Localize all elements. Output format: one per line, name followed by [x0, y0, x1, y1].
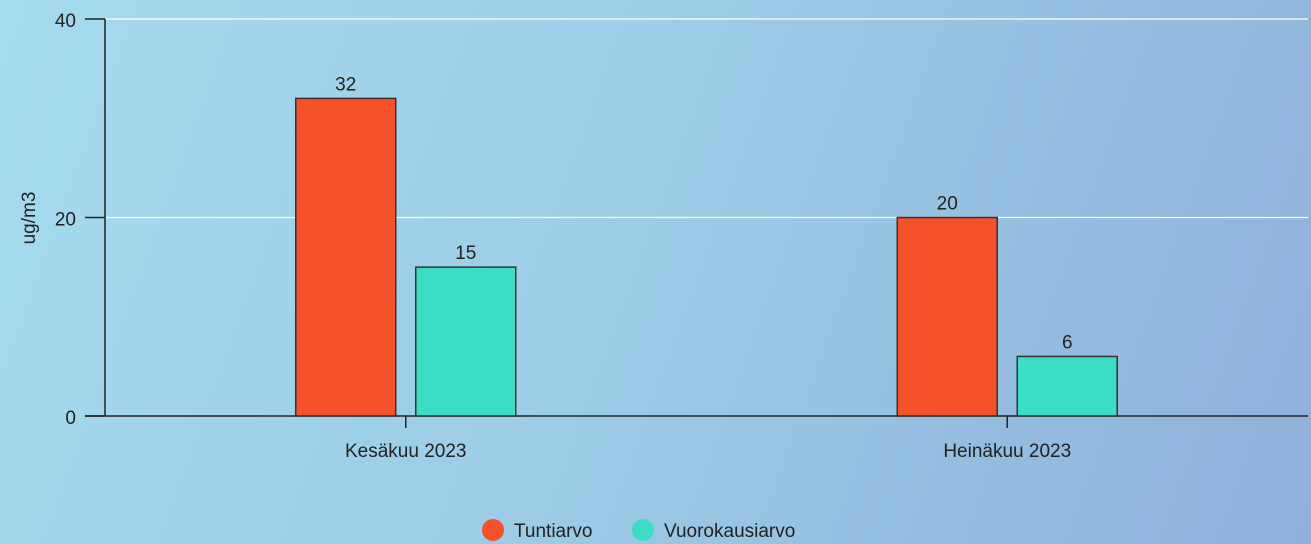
x-tick-label: Kesäkuu 2023	[345, 441, 467, 462]
legend-label: Tuntiarvo	[514, 521, 593, 542]
data-label: 15	[455, 243, 476, 264]
x-tick-label: Heinäkuu 2023	[943, 441, 1071, 462]
legend-label: Vuorokausiarvo	[664, 521, 795, 542]
legend-marker	[482, 519, 504, 541]
y-tick-label: 20	[55, 210, 76, 231]
data-label: 20	[937, 194, 958, 215]
bar	[415, 266, 517, 417]
y-tick-label: 0	[65, 408, 76, 429]
bar	[295, 97, 397, 417]
data-label: 32	[335, 74, 356, 95]
y-axis-label: ug/m3	[19, 192, 40, 245]
bar	[1016, 355, 1118, 417]
data-label: 6	[1062, 332, 1073, 353]
y-tick-label: 40	[55, 11, 76, 32]
bar	[896, 216, 998, 417]
legend-marker	[632, 519, 654, 541]
